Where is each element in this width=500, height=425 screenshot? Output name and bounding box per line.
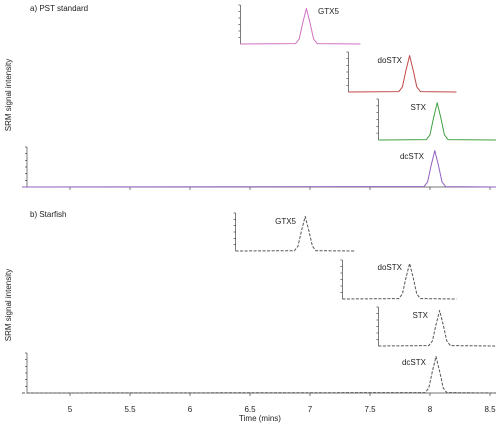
trace <box>235 216 356 252</box>
trace <box>378 310 497 347</box>
trace <box>21 356 497 394</box>
x-tick-label: 7.5 <box>364 405 376 414</box>
x-axis-label: Time (mins) <box>239 414 281 423</box>
trace-label: STX <box>412 311 428 320</box>
trace <box>348 55 457 93</box>
panel-title: b) Starfish <box>30 210 66 219</box>
x-tick-label: 7 <box>308 405 313 414</box>
x-tick-label: 6.5 <box>244 405 256 414</box>
y-axis-label: SRM signal intensity <box>4 269 13 341</box>
trace-label: dcSTX <box>400 152 425 161</box>
trace <box>378 102 497 141</box>
trace-label: GTX5 <box>318 7 339 16</box>
x-tick-label: 5.5 <box>124 405 136 414</box>
trace-label: GTX5 <box>275 217 296 226</box>
x-tick-label: 8.5 <box>484 405 496 414</box>
y-axis-label: SRM signal intensity <box>4 59 13 131</box>
trace-label: dcSTX <box>402 358 427 367</box>
trace <box>240 8 361 45</box>
trace-label: STX <box>410 103 426 112</box>
x-tick-label: 5 <box>68 405 73 414</box>
x-tick-label: 8 <box>428 405 433 414</box>
trace <box>342 263 457 300</box>
trace-label: doSTX <box>378 263 403 272</box>
trace-label: doSTX <box>378 56 403 65</box>
trace <box>21 150 497 188</box>
panel-title: a) PST standard <box>30 4 88 13</box>
x-tick-label: 6 <box>188 405 193 414</box>
